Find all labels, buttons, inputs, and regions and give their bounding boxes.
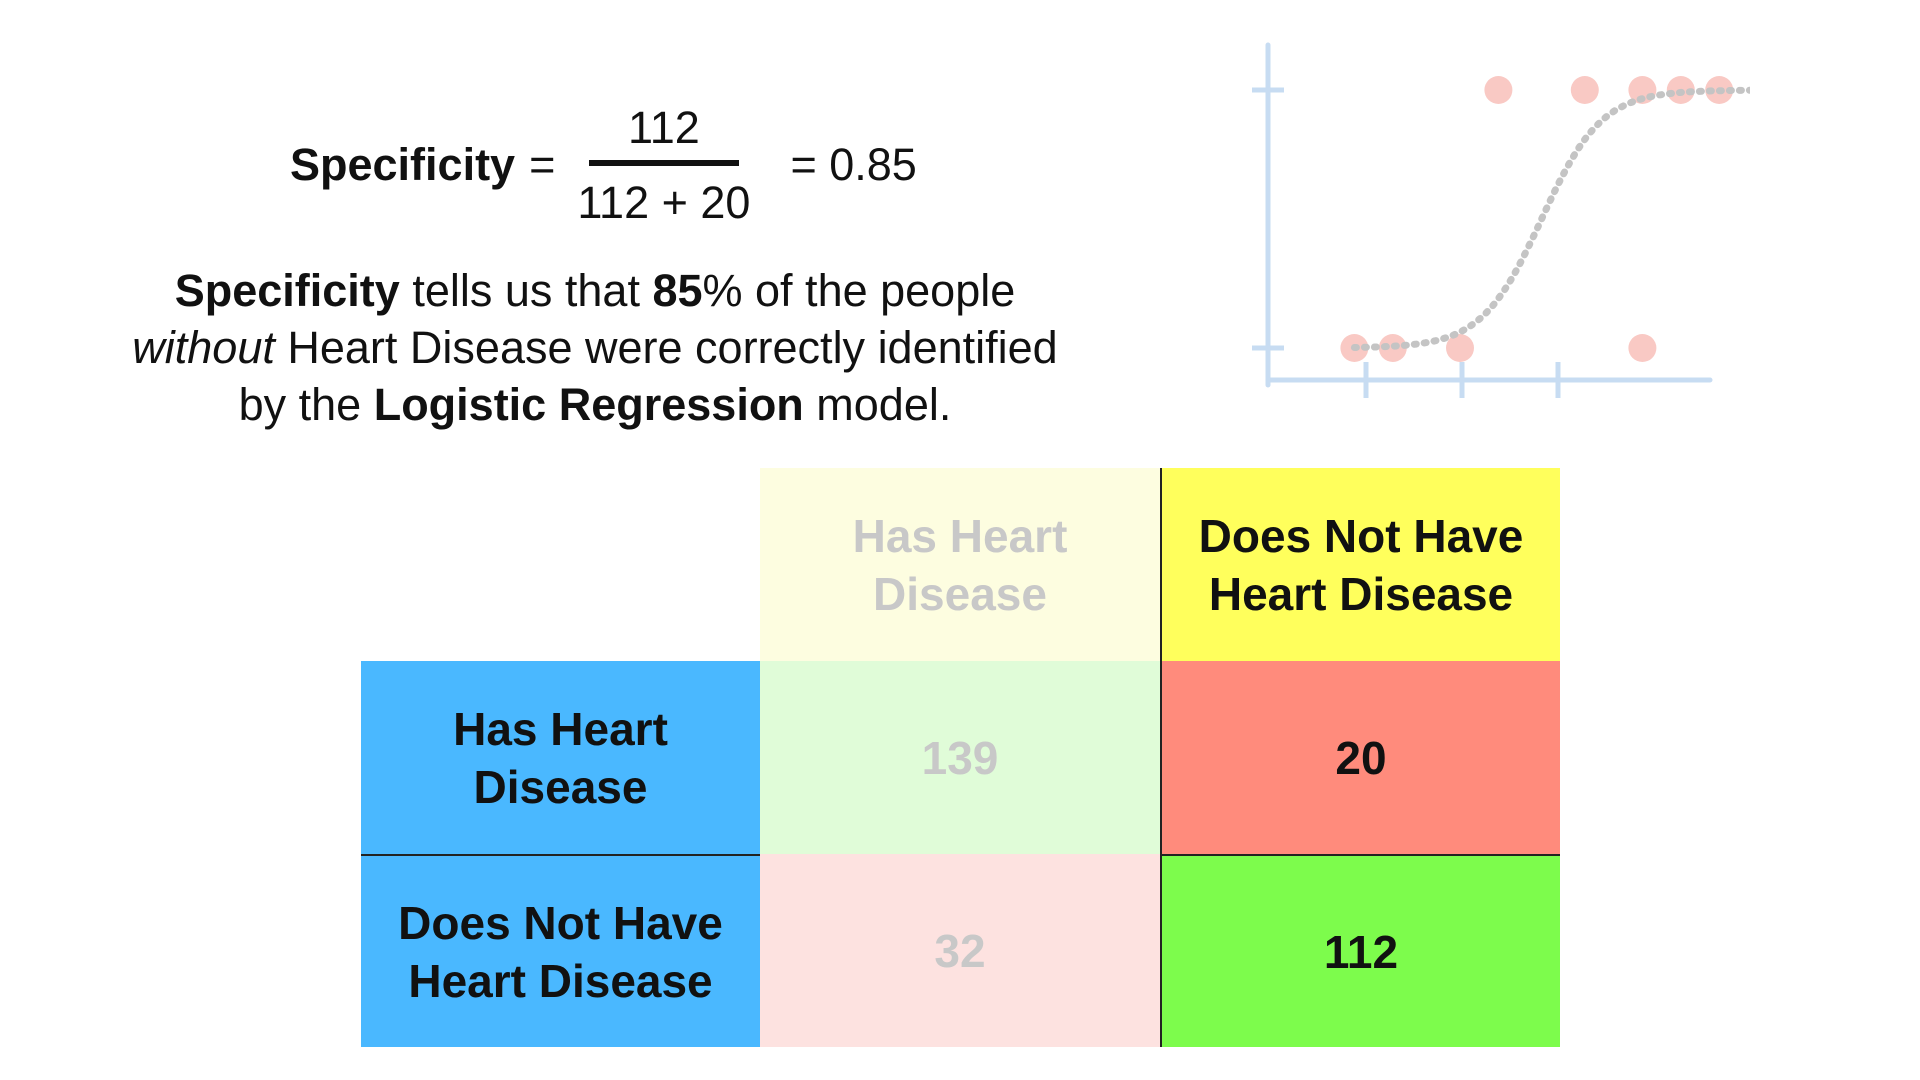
data-point-no-disease: [1628, 334, 1657, 362]
row-header-does-not-have-heart-disease: Does Not Have Heart Disease: [361, 854, 760, 1047]
formula-result: = 0.85: [790, 139, 917, 190]
formula-denominator: 112 + 20: [577, 177, 751, 228]
specificity-formula: Specificity = 112 112 + 20 = 0.85: [290, 100, 917, 230]
explain-part: by the: [238, 379, 374, 430]
data-point-disease: [1484, 76, 1513, 104]
explain-part: tells us that: [399, 265, 653, 316]
row-header-has-heart-disease: Has Heart Disease: [361, 661, 760, 854]
col-header-has-heart-disease: Has Heart Disease: [760, 468, 1160, 661]
explain-part: Heart Disease were correctly identified: [274, 322, 1058, 373]
fraction-bar: [588, 160, 739, 166]
explanation-text: Specificity tells us that 85% of the peo…: [60, 262, 1130, 433]
cell-true-negative: 112: [1160, 854, 1560, 1047]
formula-lhs: Specificity: [290, 139, 516, 190]
cell-false-negative: 20: [1160, 661, 1560, 854]
logistic-regression-plot: [1252, 42, 1750, 398]
data-point-disease: [1570, 76, 1599, 104]
col-header-does-not-have-heart-disease: Does Not Have Heart Disease: [1160, 468, 1560, 661]
formula-equals: =: [529, 139, 556, 190]
formula-fraction: 112 112 + 20: [577, 105, 750, 225]
explain-part: model.: [803, 379, 952, 430]
explain-part: % of the people: [702, 265, 1016, 316]
explain-percent: 85: [652, 265, 703, 316]
formula-numerator: 112: [628, 102, 700, 153]
explain-term: Specificity: [174, 265, 400, 316]
explain-model: Logistic Regression: [373, 379, 804, 430]
data-point-no-disease: [1446, 334, 1474, 362]
explain-without: without: [132, 322, 275, 373]
cell-false-positive: 32: [760, 854, 1160, 1047]
cell-true-positive: 139: [760, 661, 1160, 854]
sigmoid-curve: [1350, 86, 1750, 351]
